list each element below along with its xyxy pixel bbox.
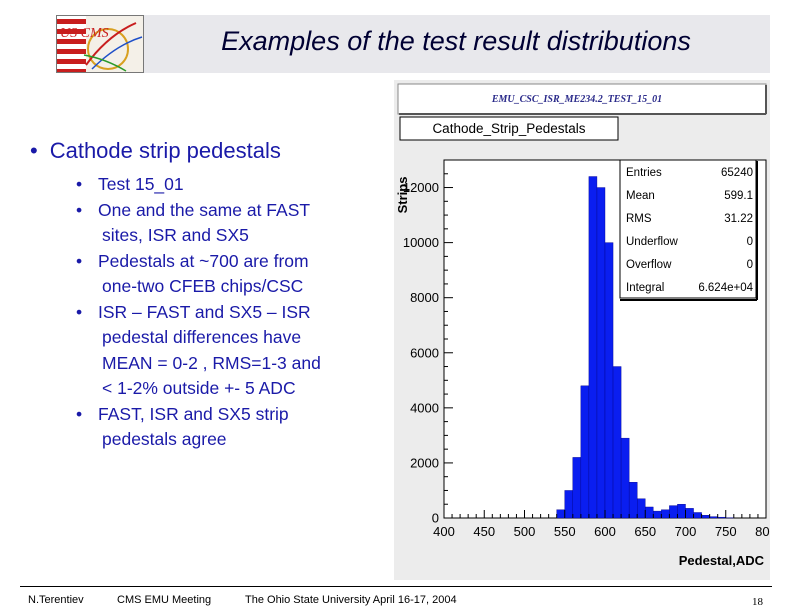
x-axis-label: Pedestal,ADC — [679, 553, 765, 568]
stats-value: 31.22 — [724, 213, 753, 225]
x-tick-label: 500 — [514, 524, 536, 539]
page-title: Examples of the test result distribution… — [221, 26, 691, 56]
histogram-title-box — [399, 116, 619, 141]
histogram-bar — [661, 509, 670, 519]
histogram-bar — [693, 512, 702, 519]
stats-value: 65240 — [721, 167, 753, 179]
canvas-title: EMU_CSC_ISR_ME234.2_TEST_15_01 — [491, 94, 662, 105]
stats-label: Mean — [626, 190, 655, 202]
x-tick-label: 800 — [755, 524, 770, 539]
y-tick-label: 0 — [432, 511, 439, 526]
main-bullet-text: Cathode strip pedestals — [49, 138, 281, 163]
stats-label: Overflow — [626, 259, 672, 271]
y-axis-label: Strips — [395, 177, 410, 214]
y-tick-label: 12000 — [403, 180, 439, 195]
sub-bullet-line: MEAN = 0-2 , RMS=1-3 and — [102, 352, 321, 373]
x-tick-label: 750 — [715, 524, 737, 539]
histogram-canvas: EMU_CSC_ISR_ME234.2_TEST_15_01 Cathode_S… — [394, 80, 770, 580]
footer-venue: The Ohio State University April 16-17, 2… — [245, 594, 457, 606]
y-tick-label: 8000 — [410, 290, 439, 305]
sub-bullet-item: • Pedestals at ~700 are from one-two CFEB … — [76, 249, 376, 300]
footer-author: N.Terentiev — [28, 594, 84, 606]
page-number: 18 — [752, 596, 763, 608]
sub-bullet-marker: • — [76, 199, 83, 220]
stats-label: RMS — [626, 213, 652, 225]
stats-value: 6.624e+04 — [698, 282, 753, 294]
main-bullet: • Cathode strip pedestals — [30, 138, 281, 164]
sub-bullet-line: Pedestals at ~700 are from — [98, 250, 309, 271]
stats-value: 0 — [747, 236, 753, 248]
histogram-bar — [677, 504, 686, 519]
sub-bullet-item: • One and the same at FAST sites, ISR and … — [76, 198, 376, 249]
histogram-bar — [556, 509, 565, 519]
y-tick-label: 10000 — [403, 235, 439, 250]
histogram-bar — [620, 437, 630, 519]
stats-value: 0 — [747, 259, 753, 271]
histogram-bar — [572, 457, 582, 519]
sub-bullet-marker: • — [76, 301, 83, 322]
x-tick-label: 700 — [675, 524, 697, 539]
sub-bullet-item: • ISR – FAST and SX5 – ISR pedestal differ… — [76, 300, 376, 402]
bullet-marker: • — [30, 138, 38, 163]
histogram-bar — [653, 510, 662, 519]
sub-bullet-line: < 1-2% outside +- 5 ADC — [102, 378, 296, 398]
sub-bullet-item: • FAST, ISR and SX5 strip pedestals agree — [76, 402, 376, 453]
histogram-bar — [636, 498, 646, 519]
x-tick-label: 600 — [594, 524, 616, 539]
sub-bullet-marker: • — [76, 174, 83, 194]
histogram-bar — [612, 366, 622, 519]
y-tick-label: 6000 — [410, 345, 439, 360]
sub-bullet-line: Test 15_01 — [98, 174, 184, 194]
histogram-bar — [709, 516, 718, 519]
sub-bullet-line: pedestals agree — [102, 429, 227, 449]
sub-bullet-marker: • — [76, 250, 83, 271]
sub-bullet-marker: • — [76, 403, 83, 424]
histogram-bar — [596, 187, 606, 519]
x-tick-label: 400 — [433, 524, 455, 539]
histogram-bar — [580, 385, 590, 519]
y-tick-label: 2000 — [410, 455, 439, 470]
histogram-bar — [669, 505, 678, 519]
sub-bullet-line: ISR – FAST and SX5 – ISR — [98, 301, 311, 322]
x-tick-label: 450 — [473, 524, 495, 539]
footer-divider — [20, 586, 772, 587]
stats-label: Integral — [626, 282, 664, 294]
sub-bullet-list: • Test 15_01 • One and the same at FAST site… — [76, 172, 376, 453]
histogram-bar — [564, 490, 574, 519]
sub-bullet-line: sites, ISR and SX5 — [102, 225, 249, 245]
stats-label: Underflow — [626, 236, 678, 248]
histogram-bar — [685, 508, 694, 519]
histogram-bar — [645, 506, 654, 519]
y-tick-label: 4000 — [410, 400, 439, 415]
sub-bullet-line: One and the same at FAST — [98, 199, 311, 220]
logo-text: US CMS — [60, 26, 109, 41]
histogram-bar — [717, 516, 726, 519]
stats-value: 599.1 — [724, 190, 753, 202]
us-cms-logo: US CMS — [56, 15, 144, 73]
sub-bullet-line: one-two CFEB chips/CSC — [102, 276, 304, 296]
stats-label: Entries — [626, 167, 662, 179]
histogram-bar — [588, 176, 598, 519]
footer-meeting: CMS EMU Meeting — [117, 594, 212, 606]
histogram-bar — [628, 482, 638, 519]
histogram-bar — [604, 242, 614, 519]
histogram-bar — [701, 515, 710, 519]
stats-box — [619, 159, 757, 299]
histogram-title: Cathode_Strip_Pedestals — [432, 121, 585, 136]
canvas-title-box — [397, 83, 767, 115]
title-bar — [56, 15, 770, 73]
x-tick-label: 650 — [634, 524, 656, 539]
sub-bullet-line: FAST, ISR and SX5 strip — [98, 403, 289, 424]
sub-bullet-line: pedestal differences have — [102, 327, 302, 347]
sub-bullet-item: • Test 15_01 — [76, 172, 376, 198]
x-tick-label: 550 — [554, 524, 576, 539]
